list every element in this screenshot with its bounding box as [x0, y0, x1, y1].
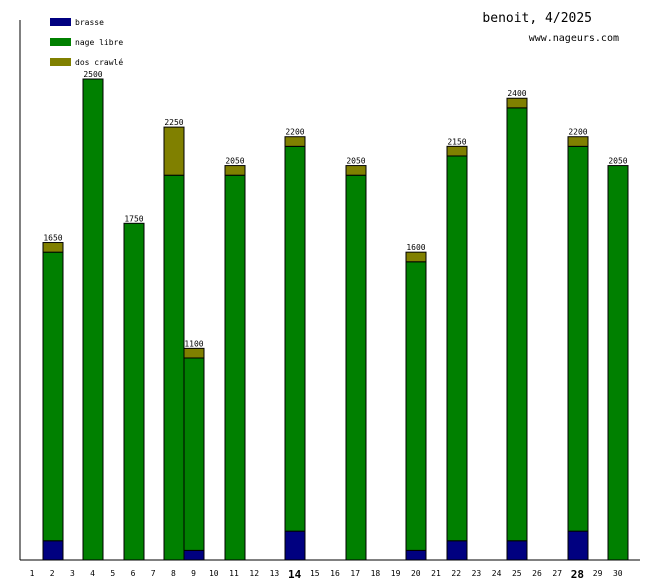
- data-labels: 1650 2500 1750 2250 1100 2050 2200 2050 1600 2150…: [43, 70, 627, 348]
- x-tick-label: 30: [613, 569, 623, 578]
- x-tick-label: 14: [288, 568, 302, 580]
- bar-segment-nage-libre: [123, 222, 145, 561]
- bar-segment-brasse: [446, 540, 468, 561]
- data-label: 2050: [608, 157, 627, 166]
- x-tick-label: 28: [571, 568, 584, 580]
- bar-segment-nage-libre: [42, 251, 64, 542]
- x-tick-labels: 1 2 3 4 5 6 7 8 9 10 11 12 13 14 15 16 17 18 19 20 21 22 23 24 2…: [30, 568, 623, 581]
- x-tick-label: 2: [50, 569, 55, 578]
- data-label: 2200: [285, 128, 304, 137]
- bar-segment-brasse: [284, 530, 306, 561]
- legend-swatch-dos-crawlé: [50, 58, 71, 66]
- bar-segment-nage-libre: [82, 78, 104, 561]
- bar-segment-nage-libre: [405, 261, 427, 551]
- legend-swatch-brasse: [50, 18, 71, 26]
- data-label: 2500: [83, 70, 102, 79]
- bar-segment-brasse: [405, 549, 427, 561]
- bar-segment-dos-crawlé: [405, 251, 427, 263]
- x-tick-label: 20: [411, 569, 421, 578]
- x-tick-label: 18: [371, 569, 381, 578]
- data-label: 2200: [568, 128, 587, 137]
- x-tick-label: 24: [492, 569, 502, 578]
- bar-segment-dos-crawlé: [567, 136, 589, 147]
- x-tick-label: 11: [229, 569, 239, 578]
- x-tick-label: 27: [552, 569, 562, 578]
- data-label: 1600: [406, 243, 425, 252]
- x-tick-label: 16: [330, 569, 340, 578]
- x-tick-label: 29: [593, 569, 603, 578]
- x-tick-label: 1: [30, 569, 35, 578]
- legend-label: brasse: [75, 18, 104, 27]
- bar-segment-nage-libre: [345, 174, 367, 561]
- bar-segment-nage-libre: [446, 155, 468, 542]
- bar-segment-nage-libre: [506, 107, 528, 542]
- bar-segment-nage-libre: [224, 174, 246, 561]
- bar-segment-dos-crawlé: [506, 97, 528, 109]
- bar-segment-nage-libre: [163, 174, 185, 561]
- x-tick-label: 21: [431, 569, 441, 578]
- site-url: www.nageurs.com: [529, 33, 619, 44]
- x-tick-label: 7: [151, 569, 156, 578]
- bar-segment-nage-libre: [284, 145, 306, 532]
- data-label: 2250: [164, 118, 183, 127]
- data-label: 2050: [346, 157, 365, 166]
- bar-segment-brasse: [183, 549, 205, 561]
- x-tick-label: 10: [209, 569, 219, 578]
- x-tick-label: 17: [350, 569, 360, 578]
- bar-segment-dos-crawlé: [446, 145, 468, 157]
- chart-title: benoit, 4/2025: [482, 11, 592, 26]
- bar-segment-dos-crawlé: [42, 242, 64, 253]
- bar-segment-brasse: [42, 540, 64, 561]
- legend-label: nage libre: [75, 38, 123, 47]
- bar-segment-dos-crawlé: [345, 165, 367, 176]
- bar-segment-dos-crawlé: [284, 136, 306, 147]
- data-label: 2050: [225, 157, 244, 166]
- data-label: 2400: [507, 89, 526, 98]
- axes: [19, 20, 640, 561]
- x-tick-label: 25: [512, 569, 522, 578]
- x-tick-label: 12: [249, 569, 259, 578]
- x-tick-label: 9: [191, 569, 196, 578]
- x-tick-label: 6: [131, 569, 136, 578]
- data-label: 2150: [447, 137, 466, 146]
- x-tick-label: 19: [391, 569, 401, 578]
- legend-label: dos crawlé: [75, 57, 123, 67]
- bar-segment-nage-libre: [183, 357, 205, 551]
- data-label: 1100: [184, 339, 203, 348]
- x-tick-label: 22: [451, 569, 461, 578]
- bars: [42, 78, 629, 561]
- bar-segment-dos-crawlé: [224, 165, 246, 176]
- x-tick-label: 3: [70, 569, 75, 578]
- x-tick-label: 13: [270, 569, 280, 578]
- x-tick-label: 15: [310, 569, 320, 578]
- x-tick-label: 8: [171, 569, 176, 578]
- x-tick-label: 26: [532, 569, 542, 578]
- x-tick-label: 4: [90, 569, 95, 578]
- bar-segment-dos-crawlé: [183, 347, 205, 359]
- bar-segment-nage-libre: [567, 145, 589, 532]
- data-label: 1750: [124, 214, 143, 223]
- bar-segment-brasse: [506, 540, 528, 561]
- bar-segment-brasse: [567, 530, 589, 561]
- data-label: 1650: [43, 234, 62, 243]
- bar-segment-dos-crawlé: [163, 126, 185, 176]
- x-tick-label: 23: [472, 569, 482, 578]
- bar-segment-nage-libre: [607, 165, 629, 561]
- legend: brasse nage libre dos crawlé: [50, 18, 123, 67]
- legend-swatch-nage-libre: [50, 38, 71, 46]
- x-tick-label: 5: [110, 569, 115, 578]
